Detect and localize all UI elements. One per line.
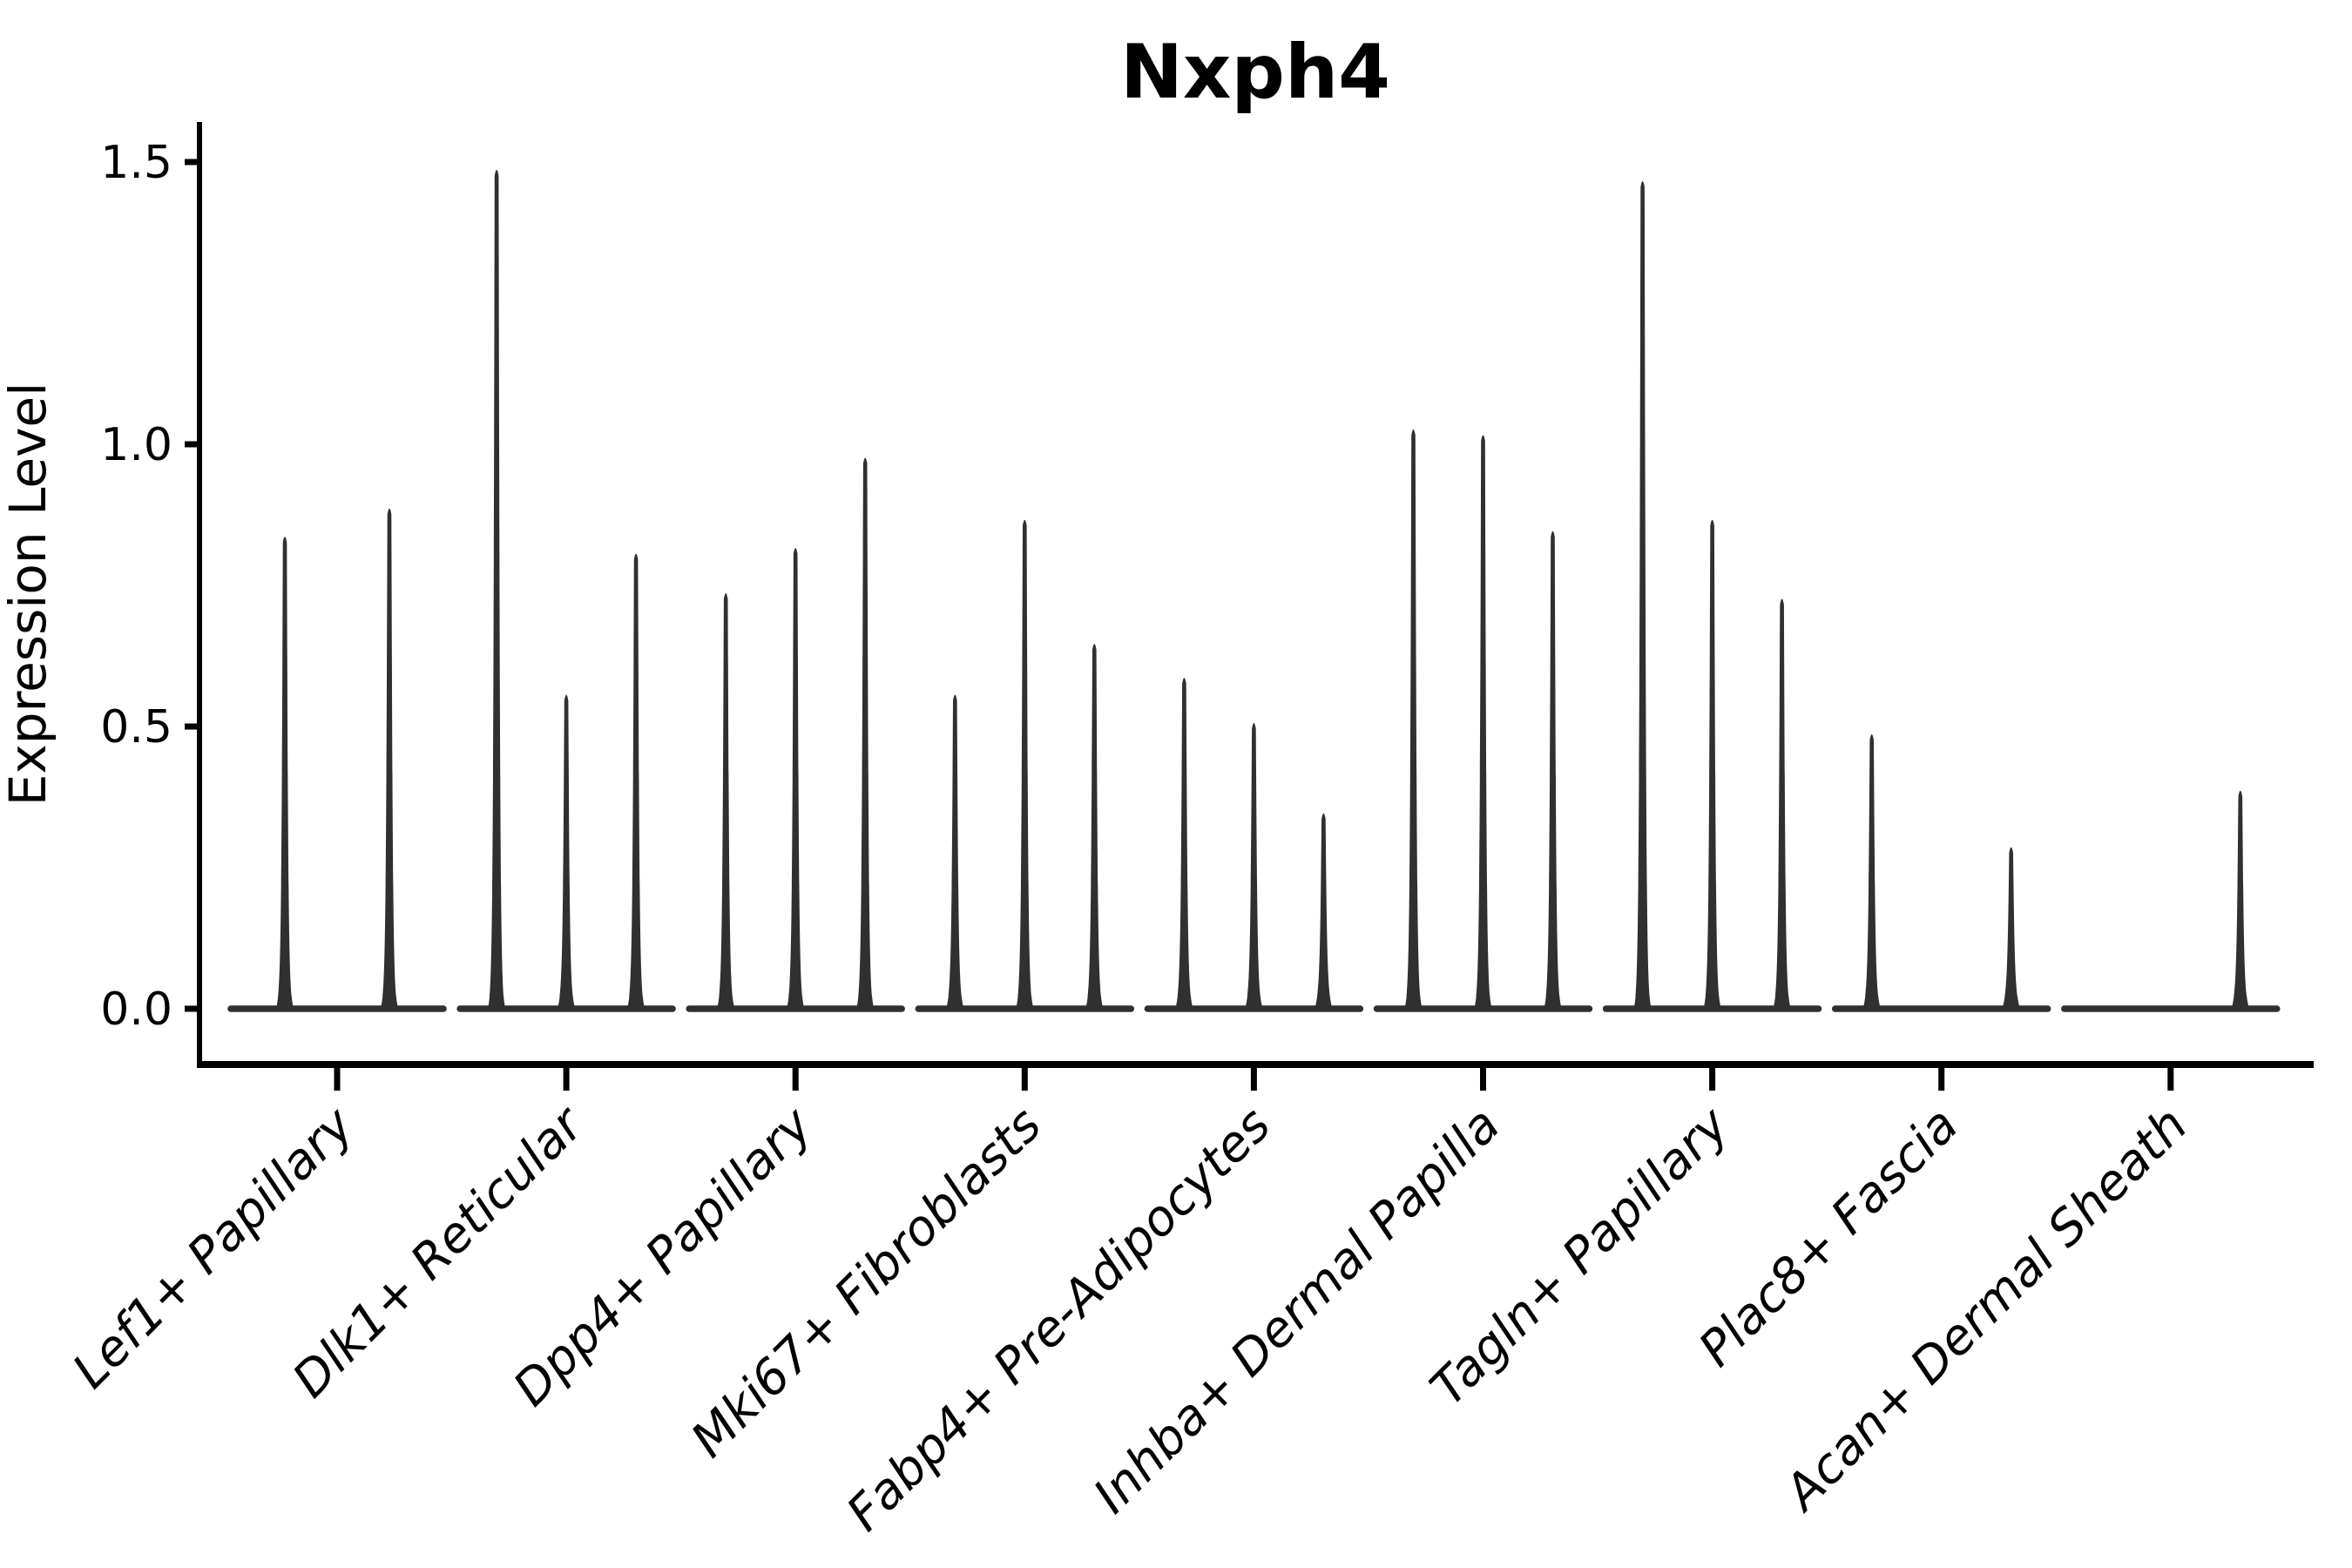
violin-spike-fabp4-pre-adipocytes-2: [1244, 723, 1264, 1010]
x-tick-label-inhba-dermal-papilla: Inhba+ Dermal Papilla: [1083, 1097, 1511, 1524]
x-axis-spine: [197, 1061, 2314, 1068]
violins: [227, 169, 2281, 1012]
x-tick-label-acan-dermal-sheath: Acan+ Dermal Sheath: [1773, 1097, 2199, 1523]
violin-spike-dlk1-reticular-2: [557, 694, 577, 1010]
violin-spike-inhba-dermal-papilla-1: [1403, 429, 1423, 1010]
violin-spike-plac8-fascia-3: [2001, 847, 2021, 1010]
violin-spike-tagln-papillary-3: [1772, 598, 1792, 1010]
violin-spike-lef1-papillary-1: [275, 537, 294, 1010]
y-axis-ticks: 0.0 0.5 1.0 1.5: [100, 137, 199, 1036]
violin-spike-plac8-fascia-1: [1862, 733, 1882, 1010]
violin-spike-tagln-papillary-1: [1632, 180, 1652, 1010]
violin-spike-acan-dermal-sheath-3: [2230, 790, 2250, 1010]
violin-spike-inhba-dermal-papilla-2: [1473, 435, 1493, 1010]
violin-spike-dlk1-reticular-3: [626, 553, 646, 1010]
y-tick-label-1.0: 1.0: [100, 419, 172, 471]
y-axis-label: Expression Level: [0, 382, 57, 806]
violin-spike-mki67-fibroblasts-3: [1085, 644, 1105, 1010]
plot-title: Nxph4: [1120, 29, 1390, 116]
violin-spike-dpp4-papillary-3: [855, 457, 875, 1010]
violin-spike-mki67-fibroblasts-1: [945, 694, 965, 1010]
y-axis-spine: [197, 122, 202, 1068]
y-tick-label-0.0: 0.0: [100, 983, 172, 1036]
violin-spike-lef1-papillary-2: [380, 508, 399, 1010]
violin-spike-dpp4-papillary-1: [716, 592, 736, 1010]
y-tick-label-1.5: 1.5: [100, 137, 172, 189]
violin-spike-fabp4-pre-adipocytes-1: [1174, 678, 1194, 1010]
violin-spike-dpp4-papillary-2: [786, 548, 806, 1010]
violin-spike-mki67-fibroblasts-2: [1015, 519, 1035, 1010]
violin-spike-fabp4-pre-adipocytes-3: [1314, 813, 1334, 1010]
violin-spike-tagln-papillary-2: [1702, 519, 1722, 1010]
violin-spike-inhba-dermal-papilla-3: [1543, 531, 1563, 1010]
violin-spike-dlk1-reticular-1: [487, 169, 507, 1011]
x-tick-label-fabp4-pre-adipocytes: Fabp4+ Pre-Adipocytes: [836, 1097, 1281, 1542]
y-tick-label-0.5: 0.5: [100, 701, 172, 754]
